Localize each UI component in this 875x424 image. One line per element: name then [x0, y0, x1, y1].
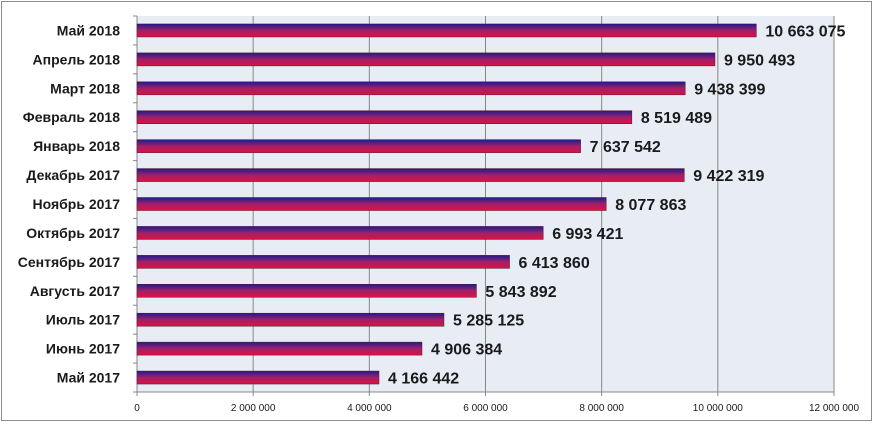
category-label: Августь 2017 [30, 283, 120, 299]
bar [136, 52, 716, 67]
bar [136, 370, 380, 385]
x-tick-label: 4 000 000 [347, 403, 392, 414]
bar [136, 168, 685, 182]
category-label: Январь 2018 [33, 138, 120, 154]
category-label: Май 2018 [57, 22, 120, 38]
x-tick-label: 6 000 000 [463, 403, 508, 414]
bar [136, 226, 544, 240]
category-label: Февраль 2018 [23, 109, 120, 125]
value-label: 5 285 125 [453, 313, 524, 330]
bar [136, 284, 477, 298]
value-label: 9 438 399 [694, 81, 765, 98]
value-label: 10 663 075 [765, 23, 845, 40]
x-tick-label: 10 000 000 [693, 403, 743, 414]
x-tick-label: 8 000 000 [579, 403, 624, 414]
category-label: Ноябрь 2017 [33, 196, 121, 212]
bar [136, 23, 757, 38]
value-label: 9 950 493 [724, 52, 795, 69]
bar [136, 110, 633, 124]
x-tick-label: 0 [134, 403, 140, 414]
bar [136, 255, 510, 269]
bar [136, 139, 581, 153]
category-label: Июль 2017 [46, 312, 120, 328]
value-label: 5 843 892 [485, 284, 556, 301]
bar [136, 81, 686, 96]
x-tick-label: 2 000 000 [231, 403, 276, 414]
category-label: Июнь 2017 [46, 341, 120, 357]
value-label: 4 906 384 [431, 342, 502, 359]
value-label: 6 413 860 [519, 255, 590, 272]
value-label: 4 166 442 [388, 371, 459, 388]
value-label: 8 519 489 [641, 110, 712, 127]
category-label: Сентябрь 2017 [18, 254, 120, 270]
value-label: 6 993 421 [552, 226, 623, 243]
bar [136, 341, 423, 356]
bar [136, 312, 445, 327]
value-label: 9 422 319 [693, 168, 764, 185]
category-label: Октябрь 2017 [26, 225, 120, 241]
category-label: Май 2017 [57, 370, 120, 386]
value-label: 7 637 542 [590, 139, 661, 156]
labels: 0 2 000 000 4 000 000 6 000 000 8 000 000 10 … [18, 22, 860, 414]
category-label: Апрель 2018 [33, 51, 121, 67]
x-tick-label: 12 000 000 [809, 403, 859, 414]
category-label: Декабрь 2017 [26, 167, 120, 183]
value-label: 8 077 863 [615, 197, 686, 214]
category-label: Март 2018 [50, 80, 120, 96]
bar [136, 197, 607, 211]
bars [136, 23, 757, 385]
